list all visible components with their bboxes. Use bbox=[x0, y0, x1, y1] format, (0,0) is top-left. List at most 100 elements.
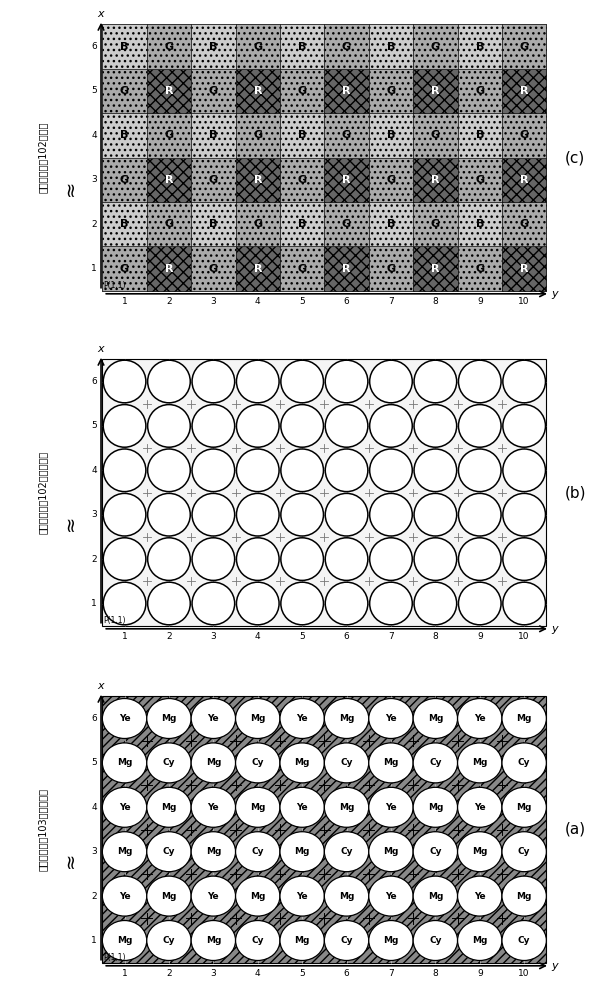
Text: Mg: Mg bbox=[472, 847, 487, 856]
Text: 6: 6 bbox=[91, 42, 97, 51]
Ellipse shape bbox=[102, 699, 147, 738]
Text: B: B bbox=[121, 42, 129, 52]
Ellipse shape bbox=[458, 876, 502, 916]
Bar bbox=[191, 113, 236, 158]
Text: 1: 1 bbox=[122, 297, 127, 306]
Text: B: B bbox=[298, 42, 307, 52]
Ellipse shape bbox=[191, 787, 236, 827]
Bar bbox=[324, 246, 369, 291]
Text: G: G bbox=[386, 264, 395, 274]
Ellipse shape bbox=[147, 743, 191, 783]
Bar bbox=[102, 113, 147, 158]
Ellipse shape bbox=[281, 449, 324, 492]
Text: 2: 2 bbox=[91, 220, 97, 229]
Text: 9: 9 bbox=[477, 632, 483, 641]
Text: Mg: Mg bbox=[117, 758, 132, 767]
Ellipse shape bbox=[325, 360, 368, 403]
Ellipse shape bbox=[324, 743, 369, 783]
Bar bbox=[280, 246, 324, 291]
Ellipse shape bbox=[192, 493, 234, 536]
Text: Mg: Mg bbox=[294, 936, 310, 945]
Text: 4: 4 bbox=[255, 969, 261, 978]
Ellipse shape bbox=[281, 582, 324, 625]
Ellipse shape bbox=[103, 493, 146, 536]
Text: 2: 2 bbox=[166, 297, 172, 306]
Text: 1: 1 bbox=[122, 632, 127, 641]
Ellipse shape bbox=[413, 876, 458, 916]
Ellipse shape bbox=[147, 538, 190, 580]
Bar bbox=[369, 202, 413, 246]
Text: G: G bbox=[209, 264, 218, 274]
Text: ≈: ≈ bbox=[61, 851, 80, 868]
Text: G: G bbox=[475, 175, 484, 185]
Ellipse shape bbox=[236, 921, 280, 960]
Text: 5: 5 bbox=[91, 421, 97, 430]
Ellipse shape bbox=[458, 743, 502, 783]
Bar bbox=[502, 113, 547, 158]
Ellipse shape bbox=[458, 405, 501, 447]
Text: 5: 5 bbox=[91, 86, 97, 95]
Text: Mg: Mg bbox=[162, 892, 177, 901]
Ellipse shape bbox=[281, 360, 324, 403]
Text: 1: 1 bbox=[91, 264, 97, 273]
Bar bbox=[280, 113, 324, 158]
Text: B: B bbox=[387, 130, 395, 140]
Text: 8: 8 bbox=[433, 969, 438, 978]
Ellipse shape bbox=[281, 493, 324, 536]
Ellipse shape bbox=[414, 449, 457, 492]
Text: Mg: Mg bbox=[517, 892, 532, 901]
Text: 9: 9 bbox=[477, 297, 483, 306]
Ellipse shape bbox=[102, 787, 147, 827]
Text: 2: 2 bbox=[91, 555, 97, 564]
Bar bbox=[324, 202, 369, 246]
Text: G: G bbox=[431, 42, 440, 52]
Ellipse shape bbox=[458, 493, 501, 536]
Ellipse shape bbox=[191, 832, 236, 872]
Ellipse shape bbox=[413, 699, 458, 738]
Ellipse shape bbox=[370, 405, 412, 447]
Text: Mg: Mg bbox=[162, 714, 177, 723]
Ellipse shape bbox=[413, 787, 458, 827]
Ellipse shape bbox=[369, 921, 413, 960]
Text: Mg: Mg bbox=[206, 758, 221, 767]
Bar bbox=[324, 158, 369, 202]
Text: Ye: Ye bbox=[207, 892, 219, 901]
Text: 4: 4 bbox=[255, 632, 261, 641]
Ellipse shape bbox=[458, 832, 502, 872]
Ellipse shape bbox=[236, 538, 279, 580]
Ellipse shape bbox=[147, 582, 190, 625]
Bar bbox=[324, 24, 369, 69]
Text: Mg: Mg bbox=[339, 892, 354, 901]
Text: 6: 6 bbox=[344, 632, 349, 641]
Ellipse shape bbox=[324, 876, 369, 916]
Ellipse shape bbox=[324, 787, 369, 827]
Ellipse shape bbox=[103, 538, 146, 580]
Text: 1: 1 bbox=[122, 969, 127, 978]
Text: G: G bbox=[253, 130, 263, 140]
Ellipse shape bbox=[325, 582, 368, 625]
Ellipse shape bbox=[147, 449, 190, 492]
Ellipse shape bbox=[458, 449, 501, 492]
Text: 7: 7 bbox=[388, 632, 394, 641]
Bar bbox=[102, 69, 147, 113]
Bar bbox=[147, 69, 191, 113]
Text: Ye: Ye bbox=[119, 714, 130, 723]
Text: G: G bbox=[120, 175, 129, 185]
Text: Cy: Cy bbox=[429, 847, 442, 856]
Text: Ye: Ye bbox=[296, 803, 308, 812]
Bar bbox=[147, 158, 191, 202]
Bar bbox=[147, 113, 191, 158]
Ellipse shape bbox=[458, 582, 501, 625]
Text: 1: 1 bbox=[91, 936, 97, 945]
Text: R: R bbox=[520, 264, 528, 274]
Text: Ye: Ye bbox=[385, 803, 397, 812]
Bar bbox=[236, 69, 280, 113]
Text: G: G bbox=[386, 175, 395, 185]
Text: 2: 2 bbox=[166, 632, 172, 641]
Ellipse shape bbox=[414, 582, 457, 625]
Bar bbox=[324, 113, 369, 158]
Text: Mg: Mg bbox=[206, 847, 221, 856]
Ellipse shape bbox=[147, 876, 191, 916]
Text: G: G bbox=[209, 86, 218, 96]
Ellipse shape bbox=[413, 743, 458, 783]
